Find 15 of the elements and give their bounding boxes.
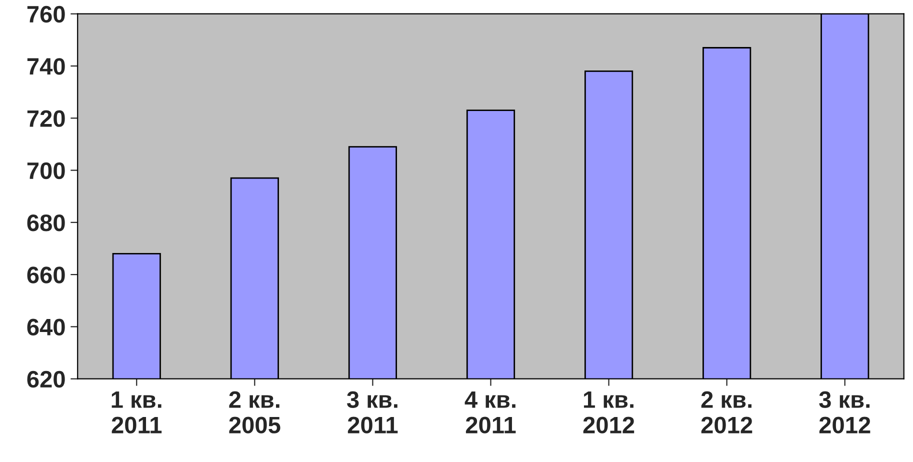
x-tick-label: 3 кв. 2011	[346, 391, 398, 434]
x-tick-label: 2 кв. 2005	[229, 391, 280, 434]
y-tick-label: 620	[27, 370, 65, 388]
y-tick-label: 740	[27, 58, 65, 75]
x-tick-label: 2 кв. 2012	[701, 391, 752, 434]
x-tick-label: 3 кв. 2012	[819, 391, 870, 434]
y-tick-label: 720	[27, 110, 65, 127]
y-tick-label: 660	[27, 266, 65, 284]
y-tick-label: 680	[27, 214, 65, 232]
x-tick-label: 1 кв. 2011	[112, 392, 162, 434]
x-tick-label: 1 кв. 2012	[583, 392, 634, 434]
y-tick-label: 640	[27, 318, 65, 336]
y-tick-label: 700	[27, 162, 65, 180]
x-tick-label: 4 кв. 2011	[464, 392, 516, 434]
y-tick-label: 760	[27, 6, 65, 23]
